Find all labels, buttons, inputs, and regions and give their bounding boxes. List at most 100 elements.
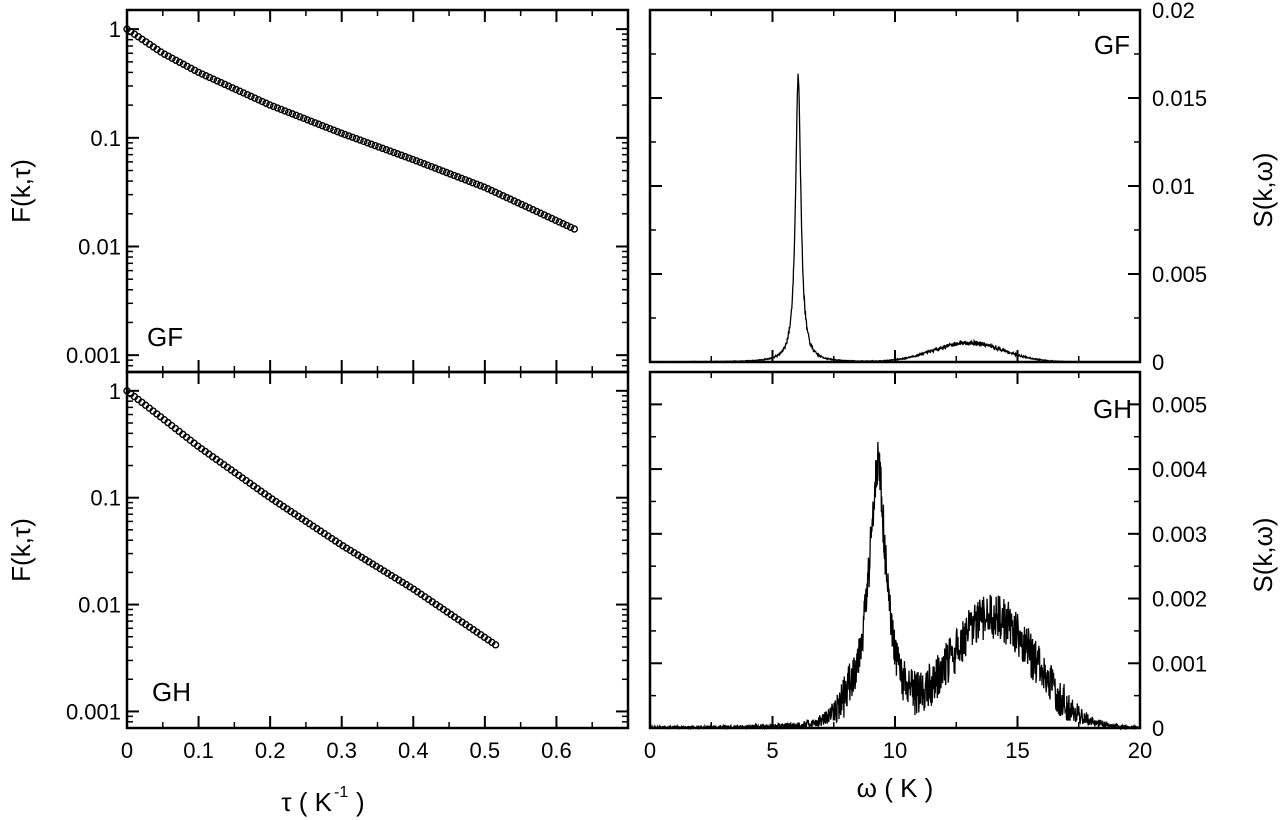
y-tick-label: 0.001 (66, 343, 121, 368)
y-tick-label: 0.001 (1152, 651, 1207, 676)
data-point (544, 213, 552, 221)
data-point (502, 193, 511, 202)
data-point (375, 143, 383, 151)
data-point (360, 137, 368, 146)
data-point (213, 77, 221, 85)
data-point (236, 87, 244, 95)
spectrum-line (649, 73, 1141, 363)
y-tick-label: 0.005 (1152, 392, 1207, 417)
x-tick-label: 0.4 (398, 738, 429, 763)
data-point (484, 185, 492, 193)
data-point (420, 160, 428, 168)
x-axis-label: τ ( K (281, 787, 332, 817)
data-series (649, 441, 1141, 731)
data-point (506, 195, 515, 203)
data-point (254, 96, 263, 104)
data-point (405, 154, 413, 162)
data-point (183, 62, 191, 70)
data-point (179, 60, 188, 68)
x-tick-label: 0.3 (326, 738, 357, 763)
data-point (164, 52, 173, 60)
data-series (649, 73, 1141, 363)
panel-right-top: 0 0.005 0.01 0.015 0.02 GF S(k,ω) (648, 0, 1278, 375)
y-tick-label: 0.01 (1152, 174, 1195, 199)
data-point (345, 132, 353, 140)
data-point (536, 209, 545, 217)
data-point (442, 168, 451, 177)
data-point (352, 134, 360, 143)
data-point (378, 144, 387, 153)
data-point (322, 123, 330, 131)
data-point (555, 218, 563, 226)
data-point (499, 192, 507, 200)
data-point (318, 122, 327, 130)
x-tick-label: 20 (1128, 738, 1152, 763)
data-point (559, 220, 567, 228)
data-point (307, 117, 315, 125)
data-point (292, 111, 300, 120)
data-point (284, 108, 293, 117)
data-point (251, 94, 259, 102)
x-axis-label-close: ) (356, 787, 365, 817)
y-axis-label: F(k,τ) (6, 518, 36, 582)
x-tick-label: 0.2 (255, 738, 286, 763)
data-point (510, 197, 518, 205)
plot-frame (648, 8, 1142, 364)
data-point (514, 199, 522, 207)
data-point (412, 157, 421, 165)
data-point (311, 119, 319, 127)
y-tick-label: 0.015 (1152, 86, 1207, 111)
x-tick-label: 0.1 (183, 738, 214, 763)
data-point (258, 97, 267, 106)
data-point (187, 64, 195, 72)
data-point (341, 130, 349, 139)
data-point (209, 75, 218, 83)
data-point (273, 104, 282, 112)
data-point (247, 92, 255, 101)
data-point (202, 72, 210, 80)
data-point (517, 200, 526, 209)
data-point (390, 148, 398, 157)
data-point (393, 150, 402, 158)
x-tick-label: 5 (766, 738, 778, 763)
data-point (408, 155, 417, 164)
x-tick-label: 10 (883, 738, 907, 763)
data-point (465, 177, 473, 185)
axis-ticks: 0 0.1 0.2 0.3 0.4 0.5 0.6 1 0.1 0.01 0.001 (66, 372, 629, 763)
y-tick-label: 0.004 (1152, 457, 1207, 482)
data-point (243, 90, 251, 99)
data-point (427, 162, 436, 171)
y-tick-label: 0 (1152, 350, 1164, 375)
data-point (303, 116, 312, 124)
data-point (525, 204, 533, 212)
data-series (123, 25, 579, 233)
y-tick-label: 0.01 (78, 234, 121, 259)
data-point (386, 147, 394, 155)
data-point (476, 181, 485, 190)
y-tick-label: 0.003 (1152, 522, 1207, 547)
x-tick-label: 15 (1005, 738, 1029, 763)
plot-frame (648, 370, 1142, 730)
data-point (299, 114, 308, 123)
data-point (190, 66, 199, 74)
data-point (333, 127, 342, 136)
data-point (205, 73, 214, 82)
y-tick-label: 0.001 (66, 699, 121, 724)
y-tick-label: 0 (1152, 716, 1164, 741)
data-point (529, 206, 537, 214)
data-point (563, 221, 571, 230)
panel-left-bottom: 0 0.1 0.2 0.3 0.4 0.5 0.6 1 0.1 0.01 0.001 GH F(k,… (6, 370, 630, 817)
data-point (469, 178, 477, 187)
data-point (491, 188, 500, 196)
data-point (228, 84, 236, 92)
axis-ticks: 1 0.1 0.01 0.001 (66, 10, 629, 373)
y-tick-label: 0.1 (90, 486, 121, 511)
data-point (566, 223, 575, 231)
data-point (175, 58, 184, 66)
data-point (446, 170, 454, 178)
data-point (548, 214, 556, 223)
data-point (371, 141, 379, 150)
data-point (540, 211, 548, 219)
y-tick-label: 1 (109, 17, 121, 42)
